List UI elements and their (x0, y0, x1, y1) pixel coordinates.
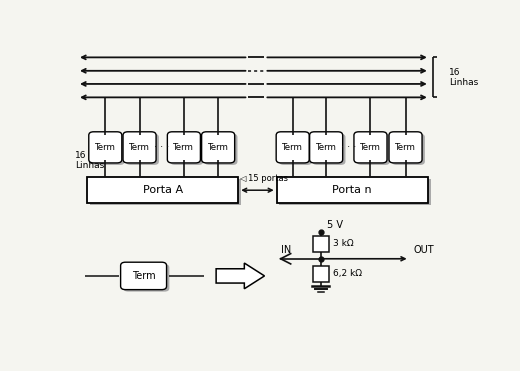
FancyBboxPatch shape (309, 132, 343, 163)
FancyBboxPatch shape (123, 264, 170, 292)
Text: Term: Term (95, 143, 116, 152)
Bar (279, 179, 431, 205)
Text: · · ·: · · · (341, 142, 356, 152)
Text: 3 kΩ: 3 kΩ (333, 239, 354, 248)
Text: IN: IN (281, 245, 291, 255)
FancyBboxPatch shape (357, 134, 390, 165)
FancyBboxPatch shape (126, 134, 159, 165)
FancyBboxPatch shape (389, 132, 422, 163)
Text: Porta n: Porta n (332, 185, 372, 195)
Bar (313, 266, 329, 282)
FancyBboxPatch shape (123, 132, 156, 163)
Text: Term: Term (132, 271, 155, 281)
Text: 16
Linhas: 16 Linhas (75, 151, 105, 170)
Text: Term: Term (282, 143, 303, 152)
FancyBboxPatch shape (170, 134, 203, 165)
Text: 16
Linhas: 16 Linhas (449, 68, 478, 87)
FancyBboxPatch shape (202, 132, 235, 163)
FancyBboxPatch shape (279, 134, 312, 165)
Text: · · ·: · · · (154, 142, 170, 152)
Text: OUT: OUT (413, 245, 434, 255)
Text: Term: Term (207, 143, 229, 152)
FancyBboxPatch shape (89, 132, 122, 163)
FancyBboxPatch shape (92, 134, 125, 165)
Bar (87, 177, 238, 203)
Bar (277, 177, 428, 203)
Text: 5 V: 5 V (327, 220, 343, 230)
Text: ◁ 15 portas: ◁ 15 portas (240, 174, 289, 183)
FancyBboxPatch shape (313, 134, 345, 165)
Text: 6,2 kΩ: 6,2 kΩ (333, 269, 362, 278)
Text: Term: Term (316, 143, 336, 152)
Text: Term: Term (129, 143, 150, 152)
FancyBboxPatch shape (276, 132, 309, 163)
Text: Term: Term (360, 143, 381, 152)
Bar (90, 179, 241, 205)
Text: Term: Term (395, 143, 416, 152)
Text: Term: Term (174, 143, 194, 152)
Text: Porta A: Porta A (142, 185, 183, 195)
Polygon shape (216, 263, 265, 289)
FancyBboxPatch shape (167, 132, 200, 163)
FancyBboxPatch shape (392, 134, 425, 165)
Bar (313, 236, 329, 252)
FancyBboxPatch shape (204, 134, 238, 165)
FancyBboxPatch shape (354, 132, 387, 163)
FancyBboxPatch shape (121, 262, 166, 290)
